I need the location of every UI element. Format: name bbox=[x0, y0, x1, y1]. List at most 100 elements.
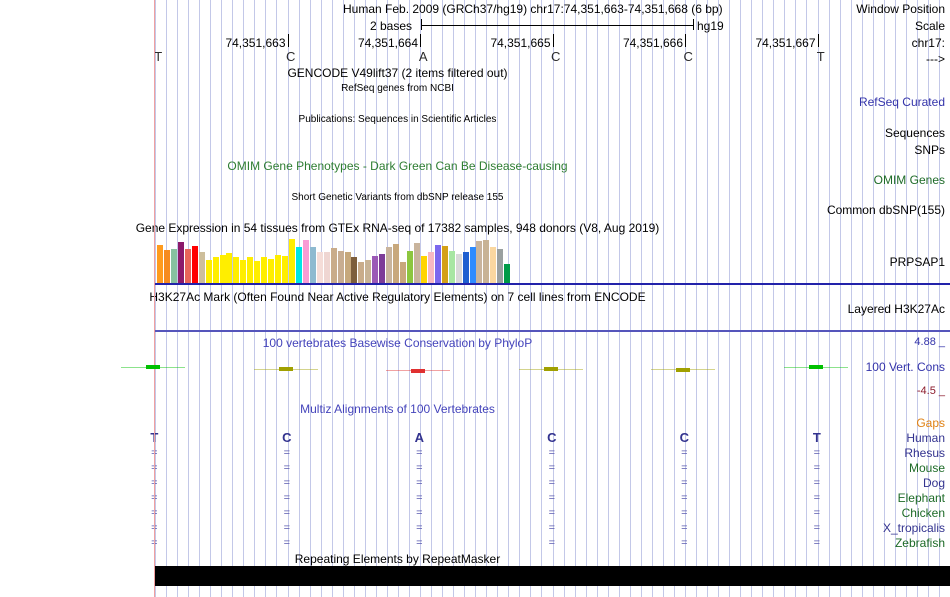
track-label-sequences[interactable]: Sequences bbox=[884, 126, 945, 140]
grid-line bbox=[707, 0, 708, 597]
gtex-bar[interactable] bbox=[157, 245, 164, 283]
gtex-bar[interactable] bbox=[184, 248, 191, 283]
gtex-bar[interactable] bbox=[455, 254, 462, 283]
track-title-refseq: RefSeq genes from NCBI bbox=[341, 83, 454, 94]
repeatmasker-bar[interactable] bbox=[155, 566, 950, 586]
track-label-prpsap1[interactable]: PRPSAP1 bbox=[889, 255, 945, 269]
gtex-bar[interactable] bbox=[261, 256, 268, 283]
gtex-bar[interactable] bbox=[282, 256, 289, 283]
gtex-bars[interactable] bbox=[157, 238, 532, 283]
multiz-species-label-rhesus[interactable]: Rhesus bbox=[904, 446, 945, 460]
multiz-species-label-mouse[interactable]: Mouse bbox=[908, 461, 945, 475]
ruler-tick bbox=[552, 34, 554, 47]
gtex-bar[interactable] bbox=[420, 256, 427, 283]
gtex-bar[interactable] bbox=[337, 250, 344, 283]
gtex-bar[interactable] bbox=[448, 250, 455, 283]
gtex-bar[interactable] bbox=[490, 247, 497, 283]
multiz-species-label-zebrafish[interactable]: Zebrafish bbox=[894, 536, 945, 550]
gtex-bar[interactable] bbox=[212, 256, 219, 283]
gtex-bar[interactable] bbox=[365, 259, 372, 283]
gtex-bar[interactable] bbox=[476, 240, 483, 283]
gtex-bar[interactable] bbox=[434, 245, 441, 283]
gtex-bar[interactable] bbox=[309, 247, 316, 283]
ruler-coord: 74,351,665 bbox=[490, 36, 551, 50]
gtex-bar[interactable] bbox=[504, 264, 511, 283]
gtex-bar[interactable] bbox=[240, 259, 247, 283]
gtex-bar[interactable] bbox=[275, 255, 282, 283]
multiz-match-mark: = bbox=[283, 462, 291, 474]
gtex-bar[interactable] bbox=[358, 262, 365, 283]
gtex-bar[interactable] bbox=[288, 238, 295, 283]
gtex-bar[interactable] bbox=[302, 239, 309, 283]
gtex-bar[interactable] bbox=[295, 247, 302, 283]
conservation-peak bbox=[676, 367, 691, 372]
gtex-bar[interactable] bbox=[351, 256, 358, 283]
track-label-layered-h3k27ac[interactable]: Layered H3K27Ac bbox=[847, 302, 945, 316]
gtex-bar[interactable] bbox=[427, 252, 434, 283]
multiz-species-label-human[interactable]: Human bbox=[906, 431, 945, 445]
grid-line bbox=[243, 0, 244, 597]
grid-line bbox=[166, 0, 167, 597]
gtex-bar[interactable] bbox=[497, 248, 504, 283]
gtex-bar[interactable] bbox=[268, 258, 275, 283]
gtex-bar[interactable] bbox=[372, 256, 379, 283]
multiz-match-mark: = bbox=[813, 462, 821, 474]
grid-line bbox=[840, 0, 841, 597]
multiz-match-mark: = bbox=[283, 492, 291, 504]
multiz-match-mark: = bbox=[283, 477, 291, 489]
gtex-bar[interactable] bbox=[219, 255, 226, 283]
track-label-omim-genes[interactable]: OMIM Genes bbox=[873, 173, 945, 187]
track-data-area[interactable] bbox=[155, 0, 950, 597]
track-title-gtex: Gene Expression in 54 tissues from GTEx … bbox=[135, 221, 660, 235]
track-label-100-vert-cons[interactable]: 100 Vert. Cons bbox=[865, 360, 945, 374]
ruler-coord: 74,351,667 bbox=[755, 36, 816, 50]
strand-arrow-label: ---> bbox=[926, 52, 945, 66]
gtex-bar[interactable] bbox=[441, 246, 448, 283]
gtex-bar[interactable] bbox=[344, 252, 351, 283]
grid-line bbox=[519, 0, 520, 597]
grid-line bbox=[541, 0, 542, 597]
gtex-bar[interactable] bbox=[254, 260, 261, 283]
multiz-species-label-dog[interactable]: Dog bbox=[922, 476, 945, 490]
gtex-bar[interactable] bbox=[205, 259, 212, 283]
gtex-bar[interactable] bbox=[316, 252, 323, 283]
conservation-peak bbox=[808, 365, 823, 370]
gtex-bar[interactable] bbox=[393, 244, 400, 283]
gtex-bar[interactable] bbox=[386, 247, 393, 283]
gtex-bar[interactable] bbox=[400, 262, 407, 283]
multiz-match-mark: = bbox=[548, 492, 556, 504]
track-title-publications: Publications: Sequences in Scientific Ar… bbox=[298, 114, 497, 125]
gtex-bar[interactable] bbox=[198, 252, 205, 283]
multiz-base: T bbox=[812, 430, 821, 445]
multiz-species-label-gaps[interactable]: Gaps bbox=[916, 416, 945, 430]
grid-line bbox=[221, 0, 222, 597]
gtex-bar[interactable] bbox=[226, 253, 233, 283]
track-label-common-dbsnp[interactable]: Common dbSNP(155) bbox=[826, 203, 945, 217]
gtex-bar[interactable] bbox=[407, 250, 414, 283]
track-label-refseq-curated[interactable]: RefSeq Curated bbox=[858, 95, 945, 109]
multiz-match-mark: = bbox=[813, 507, 821, 519]
gtex-bar[interactable] bbox=[163, 250, 170, 283]
gtex-bar[interactable] bbox=[462, 252, 469, 283]
gtex-bar[interactable] bbox=[469, 247, 476, 283]
multiz-match-mark: = bbox=[283, 522, 291, 534]
gtex-bar[interactable] bbox=[413, 242, 420, 283]
ruler-tick bbox=[817, 34, 819, 47]
gtex-bar[interactable] bbox=[379, 254, 386, 283]
multiz-species-label-chicken[interactable]: Chicken bbox=[901, 506, 945, 520]
gtex-bar[interactable] bbox=[170, 249, 177, 283]
multiz-species-label-x_tropicalis[interactable]: X_tropicalis bbox=[882, 521, 945, 535]
gtex-bar[interactable] bbox=[233, 256, 240, 283]
gtex-bar[interactable] bbox=[247, 256, 254, 283]
gtex-bar[interactable] bbox=[177, 241, 184, 283]
grid-line bbox=[453, 0, 454, 597]
gtex-bar[interactable] bbox=[191, 246, 198, 283]
grid-line bbox=[928, 0, 929, 597]
multiz-species-label-elephant[interactable]: Elephant bbox=[897, 491, 945, 505]
gtex-bar[interactable] bbox=[330, 247, 337, 283]
grid-line bbox=[409, 0, 410, 597]
gtex-bar[interactable] bbox=[483, 239, 490, 283]
gtex-bar[interactable] bbox=[323, 251, 330, 283]
track-label-snps[interactable]: SNPs bbox=[914, 143, 945, 157]
grid-line bbox=[310, 0, 311, 597]
